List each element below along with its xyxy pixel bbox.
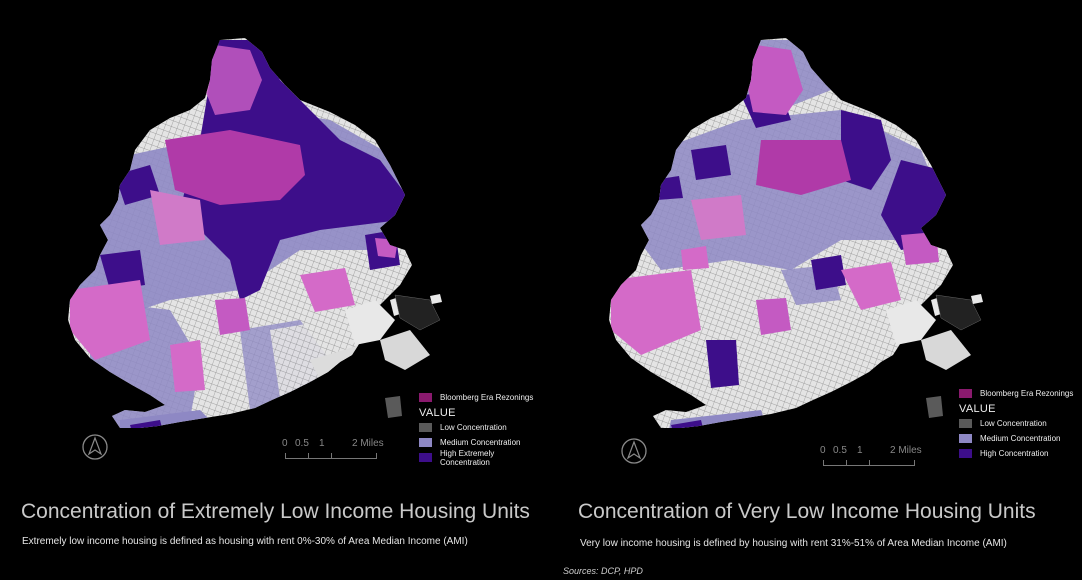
- legend-swatch: [959, 419, 972, 428]
- legend-label: Bloomberg Era Rezonings: [980, 389, 1074, 398]
- legend-label: Bloomberg Era Rezonings: [440, 393, 534, 402]
- legend-label: Low Concentration: [980, 419, 1047, 428]
- legend-item-medium: Medium Concentration: [959, 431, 1073, 446]
- brooklyn-map: [68, 38, 442, 428]
- legend-swatch: [419, 393, 432, 402]
- scale-tick-label: 2 Miles: [890, 445, 922, 456]
- scale-tick-label: 0.5: [833, 445, 847, 456]
- sources-note: Sources: DCP, HPD: [563, 566, 643, 576]
- map-legend: Bloomberg Era Rezonings VALUE Low Concen…: [419, 390, 541, 467]
- legend-item-high: High Extremely Concentration: [419, 448, 541, 467]
- legend-swatch: [419, 453, 432, 462]
- scale-tick-label: 0: [282, 438, 288, 449]
- map-subtitle: Extremely low income housing is defined …: [22, 536, 468, 547]
- scale-bar: 0 0.5 1 2 Miles: [820, 445, 930, 466]
- scale-tick-label: 2 Miles: [352, 438, 384, 449]
- legend-heading: VALUE: [419, 407, 456, 419]
- legend-label: Low Concentration: [440, 423, 507, 432]
- scale-tick-label: 0: [820, 445, 826, 456]
- legend-label: High Extremely Concentration: [440, 448, 495, 467]
- legend-heading: VALUE: [959, 403, 996, 415]
- legend-swatch: [959, 449, 972, 458]
- legend-item-rezonings: Bloomberg Era Rezonings: [419, 390, 541, 405]
- legend-item-rezonings: Bloomberg Era Rezonings: [959, 386, 1073, 401]
- map-legend: Bloomberg Era Rezonings VALUE Low Concen…: [959, 386, 1073, 461]
- legend-swatch: [959, 434, 972, 443]
- scale-tick-label: 1: [319, 438, 325, 449]
- north-arrow-icon: [82, 434, 108, 460]
- legend-item-high: High Concentration: [959, 446, 1073, 461]
- map-title: Concentration of Extremely Low Income Ho…: [21, 500, 530, 523]
- map-panel-very-low: 0 0.5 1 2 Miles Bloomberg Era Rezonings …: [541, 0, 1082, 560]
- legend-label: High Concentration: [980, 449, 1049, 458]
- legend-swatch: [419, 423, 432, 432]
- legend-swatch: [419, 438, 432, 447]
- scale-bar: 0 0.5 1 2 Miles: [282, 438, 392, 459]
- north-arrow-icon: [621, 438, 647, 464]
- legend-label: Medium Concentration: [980, 434, 1061, 443]
- brooklyn-map: [609, 38, 983, 428]
- map-subtitle: Very low income housing is defined by ho…: [580, 538, 1007, 549]
- map-panel-extremely-low: 0 0.5 1 2 Miles Bloomberg Era Rezonings …: [0, 0, 541, 560]
- scale-tick-label: 1: [857, 445, 863, 456]
- legend-swatch: [959, 389, 972, 398]
- map-title: Concentration of Very Low Income Housing…: [578, 500, 1036, 523]
- legend-item-low: Low Concentration: [419, 420, 541, 435]
- legend-item-medium: Medium Concentration: [419, 435, 541, 450]
- legend-label: Medium Concentration: [440, 438, 521, 447]
- scale-tick-label: 0.5: [295, 438, 309, 449]
- legend-item-low: Low Concentration: [959, 416, 1073, 431]
